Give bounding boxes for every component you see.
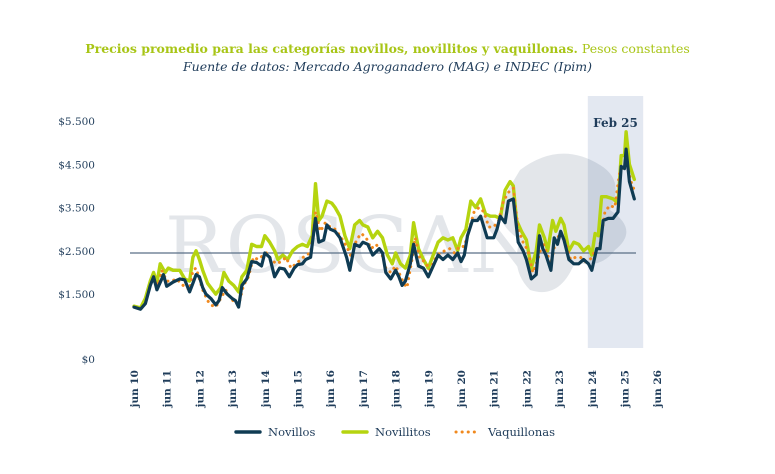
x-tick-label: jun 13 <box>227 370 239 408</box>
x-tick-label: jun 15 <box>293 370 305 408</box>
x-axis: jun 10 jun 11 jun 12 jun 13 jun 14 jun 15 jun … <box>129 370 664 408</box>
x-tick-label: jun 19 <box>423 370 435 408</box>
y-tick-label: $0 <box>82 354 95 366</box>
legend: Novillos Novillitos Vaquillonas <box>234 425 555 439</box>
x-tick-label: jun 11 <box>162 370 174 408</box>
x-tick-label: jun 24 <box>587 370 599 408</box>
y-tick-label: $3.500 <box>58 203 95 215</box>
y-tick-label: $1.500 <box>58 289 95 301</box>
x-tick-label: jun 17 <box>358 370 370 408</box>
chart-header: Precios promedio para las categorías nov… <box>0 40 775 76</box>
legend-label-novillitos: Novillitos <box>375 425 431 439</box>
chart-title: Precios promedio para las categorías nov… <box>0 40 775 58</box>
x-tick-label: jun 25 <box>620 370 632 408</box>
series-line-novillitos <box>132 130 636 310</box>
series-line-novillos <box>132 147 636 311</box>
y-tick-label: $2.500 <box>58 246 95 258</box>
x-tick-label: jun 12 <box>194 370 206 408</box>
x-tick-label: jun 26 <box>652 370 664 408</box>
x-tick-label: jun 16 <box>325 370 337 408</box>
x-tick-label: jun 22 <box>521 370 533 408</box>
x-tick-label: jun 23 <box>554 370 566 408</box>
y-axis: $0 $1.500 $2.500 $3.500 $4.500 $5.500 <box>58 116 95 366</box>
x-tick-label: jun 21 <box>489 370 501 408</box>
x-tick-label: jun 10 <box>129 370 141 408</box>
x-tick-label: jun 20 <box>456 370 468 408</box>
chart-subtitle: Fuente de datos: Mercado Agroganadero (M… <box>182 59 593 74</box>
y-tick-label: $5.500 <box>58 116 95 128</box>
legend-label-novillos: Novillos <box>268 425 315 439</box>
highlight-band <box>587 96 644 348</box>
x-tick-label: jun 18 <box>391 370 403 408</box>
chart-title-light: Pesos constantes <box>581 41 690 56</box>
y-tick-label: $4.500 <box>58 159 95 171</box>
series-layer <box>132 130 636 311</box>
chart-title-bold: Precios promedio para las categorías nov… <box>85 41 578 56</box>
legend-label-vaquillonas: Vaquillonas <box>487 425 555 439</box>
x-tick-label: jun 14 <box>260 370 272 408</box>
highlight-label: Feb 25 <box>593 116 638 130</box>
